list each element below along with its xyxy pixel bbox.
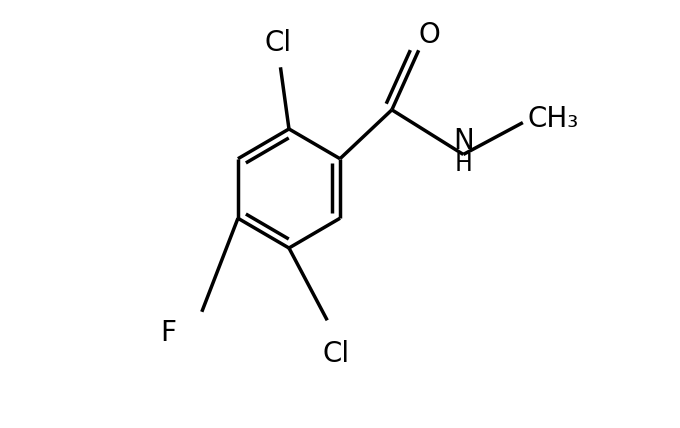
Text: O: O — [418, 21, 440, 48]
Text: N: N — [453, 127, 474, 155]
Text: H: H — [454, 152, 472, 176]
Text: F: F — [160, 319, 176, 347]
Text: Cl: Cl — [322, 340, 350, 369]
Text: Cl: Cl — [265, 29, 292, 57]
Text: CH₃: CH₃ — [528, 105, 579, 133]
